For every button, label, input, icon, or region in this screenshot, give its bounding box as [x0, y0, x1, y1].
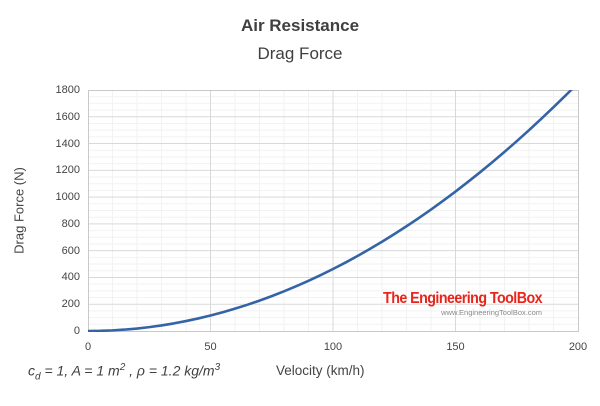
- annotation-coeff: c: [28, 362, 35, 379]
- y-axis-title: Drag Force (N): [11, 167, 27, 254]
- chart-title: Air Resistance: [240, 16, 360, 35]
- y-tick-label: 1000: [55, 191, 80, 204]
- chart-subtitle: Drag Force: [257, 44, 343, 63]
- annotation-sup1: 2: [119, 362, 126, 373]
- y-tick-label: 200: [61, 298, 80, 311]
- y-tick-label: 1800: [55, 84, 80, 96]
- y-tick-label: 1600: [55, 110, 80, 123]
- x-tick-label: 150: [446, 341, 465, 353]
- y-tick-label: 800: [61, 217, 80, 230]
- logo-text: The Engineering ToolBox: [383, 290, 543, 307]
- annotation-coeff-sub: d: [35, 371, 41, 383]
- x-tick-label: 0: [84, 341, 92, 353]
- annotation-sup2: 3: [214, 362, 221, 373]
- y-tick-label: 1200: [55, 164, 80, 177]
- y-tick-label: 400: [61, 271, 80, 284]
- y-tick-label: 600: [61, 244, 80, 257]
- y-tick-label: 0: [73, 325, 80, 337]
- y-tick-label: 1400: [55, 137, 80, 150]
- x-tick-label: 100: [323, 341, 343, 353]
- x-tick-label: 50: [204, 341, 217, 353]
- x-tick-label: 200: [568, 341, 588, 353]
- drag-force-curve: [88, 90, 573, 332]
- parameters-annotation: cd = 1, A = 1 m2 , ρ = 1.2 kg/m3: [28, 362, 220, 382]
- annotation-mid1: = 1, A = 1 m: [40, 362, 120, 379]
- engineering-toolbox-logo: The Engineering ToolBox www.EngineeringT…: [352, 290, 543, 317]
- plot-area: [88, 90, 579, 332]
- annotation-mid2: , ρ = 1.2 kg/m: [125, 362, 215, 379]
- plot-border: [88, 90, 579, 332]
- x-axis-title: Velocity (km/h): [276, 363, 365, 378]
- logo-url: www.EngineeringToolBox.com: [441, 308, 542, 317]
